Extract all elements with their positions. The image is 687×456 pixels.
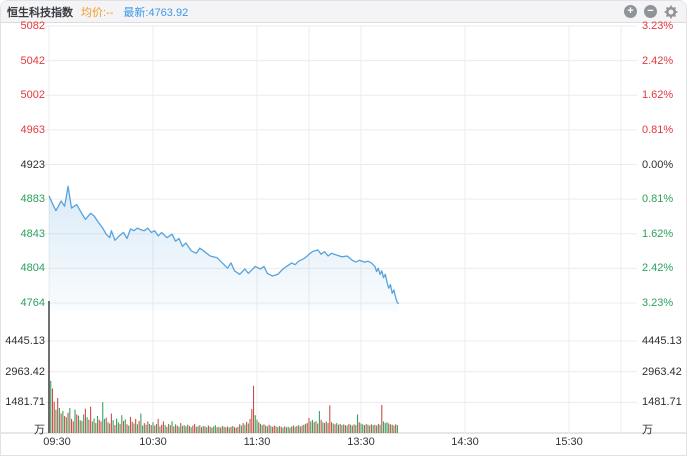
pct-axis-label: 1.62% xyxy=(642,89,674,102)
zoom-out-icon[interactable]: − xyxy=(644,5,657,18)
price-line xyxy=(48,185,400,304)
price-axis-label: 5082 xyxy=(20,20,45,32)
chart-toolbar: + − xyxy=(624,5,678,19)
time-axis-label: 15:30 xyxy=(555,436,583,448)
pct-axis-label: 0.00% xyxy=(642,158,674,171)
volume-axis-label: 1481.71 xyxy=(642,396,682,409)
time-axis-label: 11:30 xyxy=(243,436,271,448)
zoom-in-icon[interactable]: + xyxy=(624,5,637,18)
time-axis-label: 13:30 xyxy=(347,436,375,448)
pct-axis-label: 1.62% xyxy=(642,227,674,240)
pct-axis-label: 3.23% xyxy=(642,297,674,309)
price-axis-label: 4804 xyxy=(20,262,45,275)
pct-axis-label: 2.42% xyxy=(642,262,674,275)
pct-axis-label: 2.42% xyxy=(642,54,674,67)
price-axis-label: 5002 xyxy=(20,89,45,102)
volume-axis-label: 2963.42 xyxy=(5,365,45,378)
avg-price-label: 均价:-- xyxy=(81,6,114,19)
price-axis-label: 4923 xyxy=(20,158,45,171)
price-axis-label: 5042 xyxy=(20,54,45,67)
price-axis-label: 4843 xyxy=(20,227,45,240)
volume-unit-label: 万 xyxy=(34,424,45,436)
settings-gear-icon[interactable] xyxy=(664,5,678,19)
price-axis-label: 4963 xyxy=(20,123,45,136)
volume-unit-label: 万 xyxy=(642,424,653,436)
price-axis-label: 4883 xyxy=(20,193,45,206)
volume-axis-label: 4445.13 xyxy=(642,335,682,347)
time-axis-label: 14:30 xyxy=(451,436,479,448)
chart-header: 恒生科技指数 均价:-- 最新:4763.92 + − xyxy=(1,1,686,23)
pct-axis-label: 0.81% xyxy=(642,123,674,136)
index-title: 恒生科技指数 xyxy=(7,6,73,19)
time-axis-label: 10:30 xyxy=(139,436,167,448)
volume-axis-label: 1481.71 xyxy=(5,396,45,409)
pct-axis-label: 0.81% xyxy=(642,193,674,206)
price-area-fill xyxy=(49,186,400,311)
time-axis-label: 09:30 xyxy=(43,436,71,448)
volume-axis-label: 4445.13 xyxy=(5,335,45,347)
latest-price-label: 最新:4763.92 xyxy=(123,6,189,19)
volume-axis-label: 2963.42 xyxy=(642,365,682,378)
price-axis-label: 4764 xyxy=(20,297,45,309)
pct-axis-label: 3.23% xyxy=(642,20,674,32)
